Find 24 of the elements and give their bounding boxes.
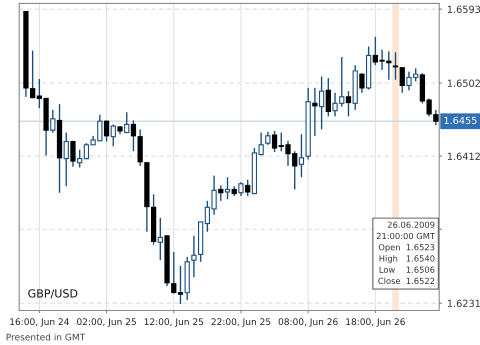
candlestick: [224, 176, 230, 200]
text: Presented in GMT: [6, 334, 86, 340]
y-tick-label: 1.6593: [448, 6, 480, 13]
candlestick: [265, 131, 270, 146]
x-tick-label: 22:00, Jun 25: [212, 318, 270, 327]
candlestick: [50, 109, 56, 134]
candlestick: [298, 134, 304, 178]
candlestick: [318, 76, 324, 130]
candlestick: [158, 217, 163, 261]
candlestick: [238, 181, 244, 197]
x-tick-label: 16:00, Jun 24: [10, 318, 69, 327]
annotation: 26.06.2009 21:00:00 GMT Open 1.6523 High 1.6540 Low 1.6506 Close 1.6522: [376, 222, 436, 284]
ref-line-label: 1.6455: [444, 116, 477, 124]
x-tick-label: 12:00, Jun 25: [144, 318, 204, 327]
x-tick-label: 08:00, Jun 26: [278, 318, 338, 327]
y-tick-label: 1.6231: [448, 300, 480, 308]
y-tick-label: 1.6502: [448, 80, 480, 87]
candlestick: [124, 112, 130, 134]
annotation: GBP/USD: [28, 289, 78, 298]
candlestick: [110, 124, 116, 148]
x-tick-label: 02:00, Jun 25: [77, 318, 136, 327]
x-tick-label: 18:00, Jun 26: [346, 318, 405, 327]
y-tick-label: 1.6412: [448, 152, 480, 160]
candlestick: [64, 132, 69, 187]
